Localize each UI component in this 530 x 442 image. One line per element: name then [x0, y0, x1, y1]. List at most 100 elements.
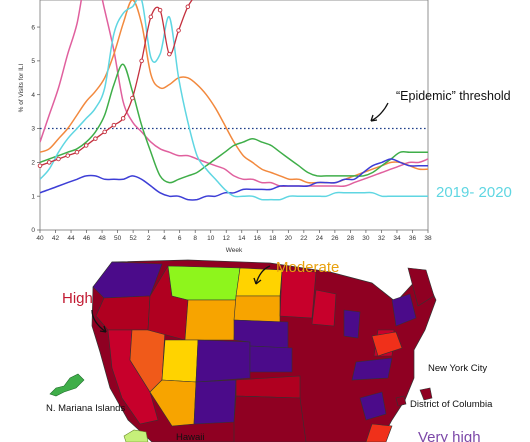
- series-point-5-12: [148, 14, 154, 20]
- x-tick-label: 2: [147, 235, 151, 242]
- x-tick-label: 42: [52, 235, 60, 242]
- season-label: 2019- 2020: [436, 184, 512, 201]
- y-tick-label: 4: [31, 92, 35, 99]
- series-point-5-14: [167, 51, 172, 57]
- x-tick-label: 24: [316, 235, 324, 242]
- state-minnesota: [279, 269, 317, 319]
- us-ili-activity-map: Moderate High Very high N. Mariana Islan…: [46, 259, 493, 442]
- state-wyoming: [184, 299, 237, 341]
- x-tick-label: 4: [162, 235, 166, 242]
- plot-frame: [39, 0, 429, 231]
- x-tick-label: 10: [207, 235, 215, 242]
- state-washington: [92, 261, 163, 299]
- x-tick-label: 26: [331, 235, 339, 242]
- x-tick-label: 44: [67, 235, 75, 242]
- series-line-4: [40, 0, 428, 201]
- x-tick-label: 50: [114, 235, 122, 242]
- x-tick-label: 46: [83, 235, 91, 242]
- y-tick-label: 6: [31, 24, 35, 31]
- series-point-5-15: [176, 28, 181, 33]
- state-texas: [233, 395, 307, 442]
- state-oklahoma: [235, 375, 301, 399]
- threshold-arrow-head: [370, 114, 378, 122]
- x-axis-label: Week: [226, 247, 243, 254]
- series-point-5-9: [120, 116, 126, 121]
- place-label-n-mariana-islands: N. Mariana Islands: [46, 403, 125, 414]
- state-south-carolina: [359, 391, 387, 421]
- series-point-5-13: [157, 7, 163, 13]
- state-kansas: [249, 345, 293, 373]
- x-tick-label: 20: [285, 235, 293, 242]
- x-axis: 40 42 44 46 48 50 52 2 4 6 8 10 12 14 16 18 20 22 24 26 28 30…: [36, 230, 432, 242]
- series-point-5-6: [93, 136, 98, 141]
- state-colorado: [195, 339, 251, 383]
- series-point-5-3: [65, 153, 70, 158]
- state-new-york: [391, 293, 417, 327]
- x-tick-label: 30: [362, 235, 370, 242]
- series-line-1: [40, 0, 428, 184]
- state-south-dakota: [233, 295, 281, 323]
- territory-hawaii: [123, 429, 149, 442]
- y-tick-label: 1: [31, 193, 35, 200]
- state-montana: [167, 265, 241, 301]
- x-tick-label: 52: [130, 235, 138, 242]
- state-florida: [365, 423, 393, 442]
- series-line-3: [40, 158, 428, 201]
- state-maine: [407, 267, 435, 307]
- series-point-5-5: [83, 143, 89, 148]
- state-michigan: [343, 309, 361, 339]
- series-line-5: [40, 0, 193, 167]
- state-virginia: [351, 357, 393, 381]
- series-point-5-2: [56, 156, 61, 162]
- state-arizona: [149, 379, 197, 427]
- high-arrow: [91, 309, 107, 333]
- series-point-5-4: [74, 149, 80, 155]
- x-tick-label: 34: [393, 235, 401, 242]
- state-wisconsin: [311, 289, 337, 327]
- level-label-moderate: Moderate: [276, 259, 339, 276]
- state-oregon: [95, 295, 151, 331]
- moderate-arrow-head: [253, 277, 262, 285]
- series-point-5-10: [130, 95, 135, 101]
- x-tick-label: 18: [269, 235, 277, 242]
- y-tick-label: 3: [31, 126, 35, 133]
- series-point-5-0: [37, 163, 43, 168]
- x-tick-label: 36: [409, 235, 417, 242]
- y-tick-label: 2: [31, 160, 35, 167]
- threshold-annotation: “Epidemic” threshold: [396, 89, 511, 103]
- moderate-arrow: [255, 265, 271, 285]
- level-label-high: High: [62, 290, 93, 307]
- x-tick-label: 12: [223, 235, 231, 242]
- state-new-jersey-area: [371, 331, 403, 357]
- y-tick-label: 0: [31, 227, 35, 234]
- series-point-5-1: [46, 160, 52, 165]
- level-label-very-high: Very high: [418, 429, 481, 442]
- y-axis-label: % of Visits for ILI: [18, 63, 25, 112]
- series-point-5-8: [111, 122, 117, 128]
- x-tick-label: 22: [300, 235, 308, 242]
- series-line-2: [40, 63, 428, 184]
- x-tick-label: 38: [424, 235, 432, 242]
- x-tick-label: 28: [347, 235, 355, 242]
- territory-new-york-city-marker: [419, 387, 433, 401]
- x-tick-label: 16: [254, 235, 262, 242]
- y-axis: 0 1 2 3 4 5 6: [31, 24, 40, 234]
- territory-dc-marker: [395, 395, 407, 407]
- x-tick-label: 8: [193, 235, 197, 242]
- place-label-district-of-columbia: District of Columbia: [410, 399, 493, 410]
- state-new-mexico: [193, 379, 237, 425]
- place-label-new-york-city: New York City: [428, 363, 487, 374]
- x-tick-label: 32: [378, 235, 386, 242]
- series-layer: [40, 0, 428, 201]
- series-markers: [37, 4, 191, 168]
- y-tick-label: 5: [31, 58, 35, 65]
- x-tick-label: 48: [98, 235, 106, 242]
- territory-n-mariana-islands: [49, 373, 85, 397]
- x-tick-label: 14: [238, 235, 246, 242]
- series-point-5-7: [102, 129, 107, 135]
- place-label-hawaii: Hawaii: [176, 432, 205, 442]
- x-tick-label: 6: [178, 235, 182, 242]
- x-tick-label: 40: [36, 235, 44, 242]
